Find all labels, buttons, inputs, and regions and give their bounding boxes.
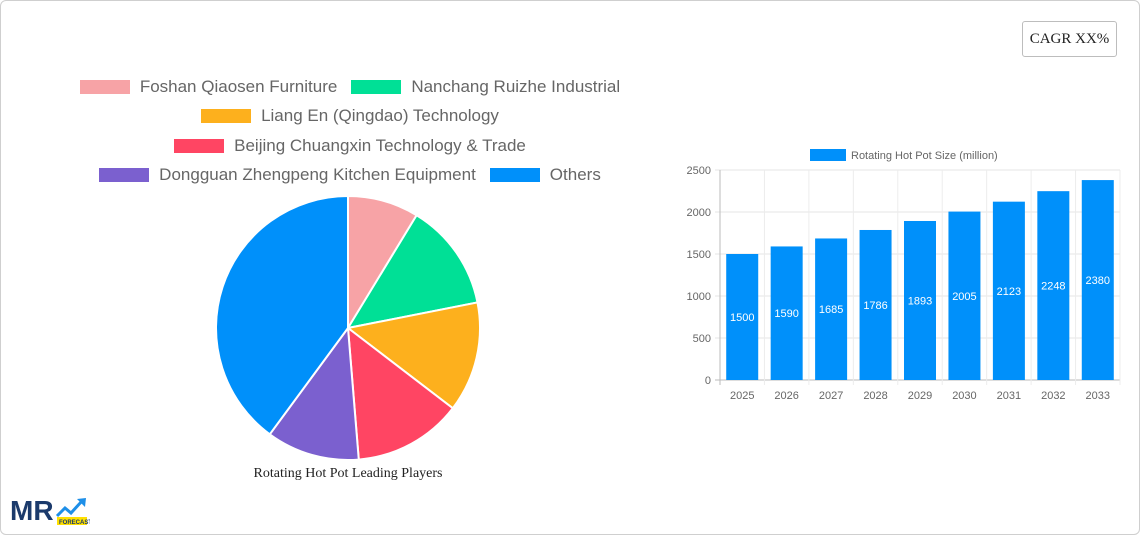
- legend-swatch: [99, 168, 150, 183]
- x-tick-label: 2030: [952, 390, 976, 402]
- pie-slice[interactable]: [346, 325, 455, 461]
- legend-row: Beijing Chuangxin Technology & Trade: [60, 131, 640, 161]
- arrow-head-icon: [77, 498, 86, 507]
- bar[interactable]: [904, 220, 936, 380]
- legend-row: Foshan Qiaosen Furniture Nanchang Ruizhe…: [60, 72, 640, 102]
- cagr-label: CAGR XX%: [1029, 30, 1110, 47]
- pie-slice[interactable]: [215, 194, 349, 436]
- legend-item-beijing[interactable]: Beijing Chuangxin Technology & Trade: [174, 136, 526, 156]
- legend-item-liang-en[interactable]: Liang En (Qingdao) Technology: [201, 106, 499, 126]
- bar[interactable]: [815, 238, 848, 380]
- y-tick-label: 1000: [687, 291, 711, 303]
- x-tick-label: 2031: [997, 390, 1021, 402]
- bar-legend-label[interactable]: Rotating Hot Pot Size (million): [851, 150, 998, 162]
- legend-swatch: [174, 138, 225, 153]
- y-tick-label: 0: [705, 375, 711, 387]
- legend-label: Dongguan Zhengpeng Kitchen Equipment: [159, 165, 476, 185]
- bar[interactable]: [1037, 191, 1070, 380]
- pie-slice[interactable]: [345, 213, 479, 330]
- bar-value-label: 2123: [997, 286, 1021, 298]
- y-tick-label: 1500: [687, 249, 711, 261]
- x-tick-label: 2028: [863, 390, 887, 402]
- legend-swatch: [489, 168, 540, 183]
- bar[interactable]: [992, 201, 1025, 380]
- bar-value-label: 2248: [1041, 281, 1065, 293]
- x-tick-label: 2032: [1041, 390, 1065, 402]
- x-tick-label: 2027: [819, 390, 843, 402]
- legend-label: Foshan Qiaosen Furniture: [139, 76, 338, 96]
- y-tick-label: 2500: [687, 165, 711, 177]
- legend-label: Beijing Chuangxin Technology & Trade: [234, 135, 526, 155]
- x-tick-label: 2025: [730, 390, 754, 402]
- logo-text: MR: [10, 495, 54, 526]
- y-tick-label: 500: [693, 333, 711, 345]
- bar-value-label: 1500: [730, 312, 754, 324]
- bar[interactable]: [948, 211, 981, 380]
- legend-item-foshan[interactable]: Foshan Qiaosen Furniture: [79, 76, 338, 97]
- x-tick-label: 2029: [908, 390, 932, 402]
- cagr-badge: CAGR XX%: [1022, 21, 1117, 57]
- bar-value-label: 2005: [952, 291, 976, 303]
- trend-arrow-icon: [55, 499, 84, 518]
- bar[interactable]: [1081, 180, 1114, 380]
- legend-swatch: [79, 79, 130, 94]
- legend-item-others[interactable]: Others: [489, 165, 601, 185]
- legend-item-dongguan[interactable]: Dongguan Zhengpeng Kitchen Equipment: [99, 165, 476, 185]
- bar-value-label: 2380: [1086, 275, 1110, 287]
- forecast-label: FORECAST: [59, 520, 90, 526]
- legend-swatch: [351, 79, 402, 94]
- legend-row: Liang En (Qingdao) Technology: [60, 102, 640, 132]
- bar[interactable]: [859, 229, 892, 380]
- legend-swatch: [201, 109, 252, 124]
- bar-value-label: 1786: [863, 300, 887, 312]
- legend-item-nanchang[interactable]: Nanchang Ruizhe Industrial: [351, 77, 620, 97]
- forecast-tag: [57, 517, 87, 525]
- pie-chart-title: Rotating Hot Pot Leading Players: [253, 466, 443, 481]
- pie-chart: [215, 194, 481, 461]
- bar-legend-swatch: [810, 149, 846, 161]
- pie-slice[interactable]: [345, 301, 481, 410]
- legend-label: Liang En (Qingdao) Technology: [261, 106, 499, 126]
- bar[interactable]: [770, 246, 803, 380]
- legend-label: Nanchang Ruizhe Industrial: [411, 76, 621, 96]
- legend-label: Others: [549, 165, 601, 185]
- bar-value-label: 1685: [819, 304, 843, 316]
- x-tick-label: 2026: [774, 390, 798, 402]
- bar-value-label: 1590: [774, 308, 798, 320]
- pie-slice[interactable]: [268, 325, 360, 461]
- legend-row: Dongguan Zhengpeng Kitchen Equipment Oth…: [60, 161, 640, 191]
- bar[interactable]: [726, 254, 759, 380]
- pie-legend: Foshan Qiaosen Furniture Nanchang Ruizhe…: [60, 72, 640, 190]
- mr-forecast-logo: MR FORECAST: [10, 495, 90, 526]
- bar-value-label: 1893: [908, 295, 932, 307]
- y-tick-label: 2000: [687, 207, 711, 219]
- x-tick-label: 2033: [1086, 390, 1110, 402]
